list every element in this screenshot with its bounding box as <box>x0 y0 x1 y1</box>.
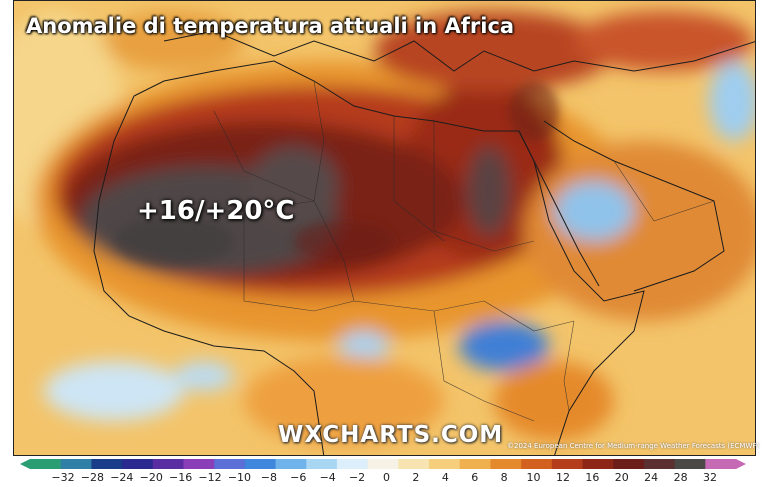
colorbar-segment <box>490 459 522 469</box>
colorbar-segment <box>551 459 584 469</box>
border-line <box>483 300 575 332</box>
colorbar-segment <box>521 459 553 469</box>
turkey-hot-area <box>574 11 754 71</box>
colorbar-tick-label: −12 <box>198 471 222 484</box>
west-africa-cool-area <box>44 361 184 421</box>
colorbar-tick-label: −2 <box>348 471 366 484</box>
colorbar-segment <box>643 459 676 469</box>
colorbar-tick-label: −20 <box>139 471 163 484</box>
colorbar-segment <box>60 459 92 469</box>
colorbar <box>20 459 746 469</box>
colorbar-segment <box>122 459 154 469</box>
map-frame <box>13 0 756 456</box>
arabia-coastline <box>543 120 725 292</box>
colorbar-ticks: −32 −28 −24 −20 −16 −12 −10 −8 −6 −4 −2 0 2 4 6 8 10 12 16… <box>0 471 768 487</box>
colorbar-tick-label: −10 <box>227 471 252 484</box>
gulf-cool-area <box>709 61 755 141</box>
colorbar-segment <box>30 459 62 469</box>
colorbar-tick-label: 2 <box>412 471 420 484</box>
sahara-grey-patch <box>114 216 234 266</box>
colorbar-tick-label: −32 <box>51 471 75 484</box>
colorbar-tick-label: 16 <box>585 471 600 484</box>
colorbar-tick-label: 4 <box>441 471 449 484</box>
colorbar-tick-label: −6 <box>290 471 307 484</box>
iberia-warm-area <box>104 11 244 71</box>
colorbar-right-arrow <box>736 459 746 469</box>
colorbar-segment <box>91 459 123 469</box>
balkans-hot-area <box>374 11 614 91</box>
colorbar-segment <box>705 459 737 469</box>
ethiopia-cool-area <box>459 321 549 371</box>
border-line <box>393 116 445 242</box>
colorbar-segment <box>367 459 399 469</box>
europe-coastline <box>163 30 755 72</box>
coastlines <box>93 30 755 455</box>
colorbar-tick-label: 32 <box>703 471 717 484</box>
border-line <box>213 110 315 202</box>
colorbar-segment <box>306 459 338 469</box>
map-title: Anomalie di temperatura attuali in Afric… <box>26 14 515 38</box>
colorbar-tick-label: 12 <box>555 471 570 484</box>
border-line <box>433 310 535 422</box>
west-coastline <box>93 95 325 455</box>
colorbar-tick-label: 8 <box>500 471 508 484</box>
colorbar-tick-label: 24 <box>644 471 659 484</box>
sudan-cool-area <box>339 331 389 361</box>
border-line <box>613 160 715 222</box>
border-line <box>313 80 345 262</box>
colorbar-tick-label: −24 <box>110 471 134 484</box>
arabia-cool-area <box>554 181 634 241</box>
colorbar-tick-label: 20 <box>614 471 629 484</box>
colorbar-tick-label: 0 <box>383 471 390 484</box>
colorbar-tick-label: −4 <box>319 471 336 484</box>
colorbar-tick-label: 6 <box>471 471 479 484</box>
colorbar-tick-label: −28 <box>80 471 105 484</box>
colorbar-tick-label: 10 <box>526 471 541 484</box>
red-sea-coastline <box>518 130 600 287</box>
mali-maroon-patch <box>294 221 394 261</box>
libya-extreme-core <box>467 146 511 236</box>
colorbar-segment <box>183 459 215 469</box>
red-sea-hot-patch <box>509 81 559 141</box>
country-borders <box>164 80 715 422</box>
arabia-warm-area <box>524 141 755 321</box>
colorbar-segment <box>459 459 491 469</box>
gulf-guinea-cool-area <box>174 361 234 391</box>
colorbar-segment <box>152 459 184 469</box>
colorbar-segment <box>275 459 307 469</box>
ecmwf-credit: ©2024 European Centre for Medium-range W… <box>507 442 760 450</box>
border-line <box>343 260 485 312</box>
colorbar-segment <box>429 459 461 469</box>
colorbar-segment <box>674 459 706 469</box>
east-africa-warm-area <box>494 361 614 441</box>
anomaly-range-label: +16/+20°C <box>137 196 295 226</box>
colorbar-segment <box>582 459 614 469</box>
colorbar-tick-label: −16 <box>169 471 193 484</box>
border-line <box>433 121 535 252</box>
colorbar-segment <box>214 459 246 469</box>
congo-warm-area <box>244 356 444 446</box>
colorbar-tick-label: 28 <box>673 471 688 484</box>
wxcharts-logo: WXCHARTS.COM <box>278 422 504 448</box>
colorbar-segment <box>336 459 369 469</box>
colorbar-left-arrow <box>20 459 30 469</box>
colorbar-segment <box>398 459 430 469</box>
border-line <box>243 211 355 312</box>
colorbar-segment <box>244 459 277 469</box>
border-line <box>563 320 575 412</box>
temperature-anomaly-map <box>14 1 755 455</box>
colorbar-segment <box>613 459 645 469</box>
colorbar-tick-label: −8 <box>260 471 277 484</box>
